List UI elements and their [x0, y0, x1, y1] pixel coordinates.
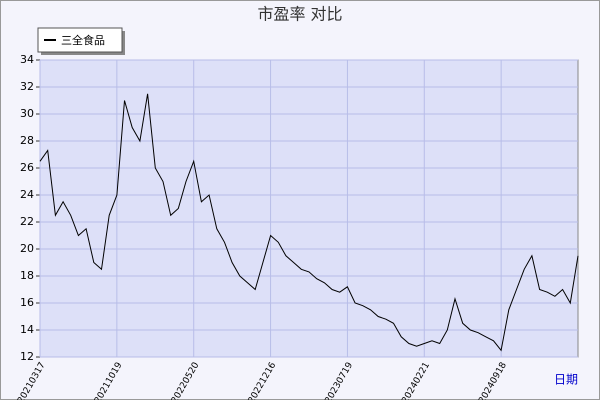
y-tick-label: 28	[20, 134, 34, 147]
y-tick-label: 34	[20, 53, 34, 66]
line	[39, 93, 579, 352]
legend-label: 三全食品	[61, 33, 105, 47]
y-tick-label: 20	[20, 242, 34, 255]
legend: 三全食品	[37, 27, 125, 55]
y-tick-label: 24	[20, 188, 34, 201]
plot-area	[39, 59, 579, 358]
chart-title: 市盈率 对比	[257, 5, 342, 24]
y-tick-label: 18	[20, 269, 34, 282]
y-tick-label: 32	[20, 80, 34, 93]
y-tick-label: 12	[20, 350, 34, 363]
y-tick-label: 22	[20, 215, 34, 228]
x-axis-label: 日期	[554, 373, 578, 387]
y-tick-label: 14	[20, 323, 34, 336]
y-tick-label: 26	[20, 161, 34, 174]
y-tick-label: 30	[20, 107, 34, 120]
y-tick-label: 16	[20, 296, 34, 309]
